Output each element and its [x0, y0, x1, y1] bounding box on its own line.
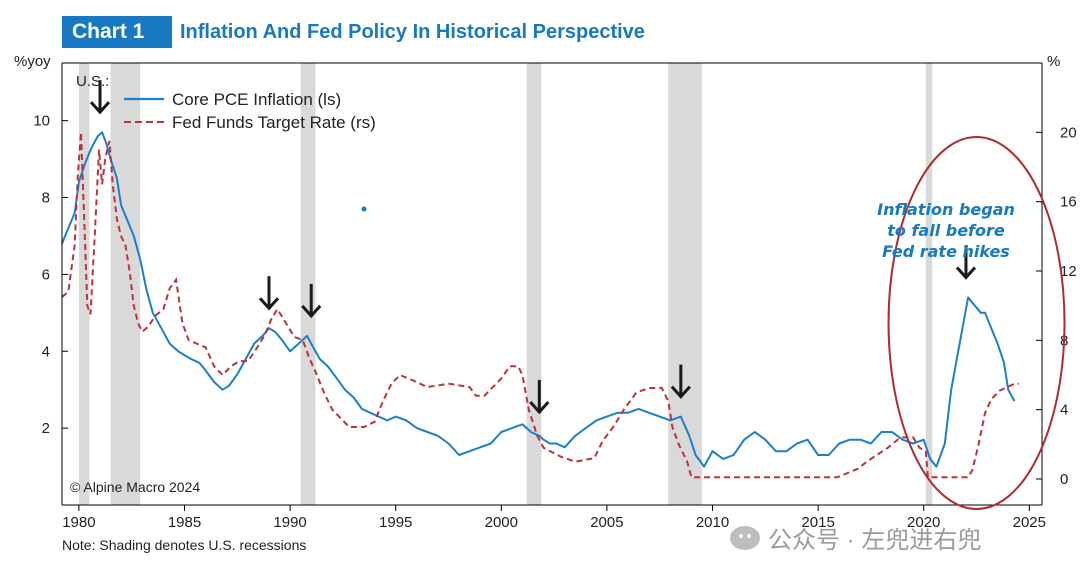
chart-header: Chart 1 Inflation And Fed Policy In Hist…: [62, 16, 645, 48]
annotation-line-3: Fed rate hikes: [882, 242, 1010, 261]
recession-band-1: [110, 63, 141, 505]
recession-band-2: [300, 63, 316, 505]
recession-band-4: [668, 63, 702, 505]
recession-band-3: [526, 63, 542, 505]
series-line-core-pce: [61, 131, 1016, 468]
x-tick-label-2020: 2020: [907, 514, 940, 531]
arrow-head-4: [670, 385, 691, 399]
recession-shading-group: [78, 63, 933, 505]
series-line-fed-funds: [61, 132, 1019, 479]
x-tick-label-1985: 1985: [168, 514, 201, 531]
copyright-label: © Alpine Macro 2024: [70, 479, 200, 495]
y-left-tick-label-10: 10: [33, 113, 50, 130]
watermark: 公众号 · 左兜进右兜: [730, 520, 981, 555]
arrow-head-5: [955, 266, 977, 280]
axes-group: 1980 1985 1990 1995 2000 2005 2010 2015 2020 2025…: [33, 62, 1077, 531]
chart-badge: Chart 1: [62, 16, 172, 48]
data-point-outlier: [361, 206, 367, 212]
series-group: [61, 131, 1019, 479]
y-right-tick-label-20: 20: [1060, 124, 1077, 141]
right-axis-unit: %: [1047, 53, 1061, 70]
x-tick-label-2025: 2025: [1013, 514, 1046, 531]
x-tick-label-2000: 2000: [485, 514, 518, 531]
recession-band-5: [925, 63, 933, 505]
arrow-head-0: [89, 101, 111, 115]
arrow-head-3: [529, 400, 550, 415]
chart-title: Inflation And Fed Policy In Historical P…: [180, 20, 645, 43]
footnote: Note: Shading denotes U.S. recessions: [62, 537, 307, 553]
region-label: U.S.:: [76, 73, 109, 90]
x-tick-label-2015: 2015: [801, 514, 834, 531]
annotation-line-1: Inflation began: [877, 200, 1015, 219]
recession-band-0: [78, 63, 90, 505]
annotation-group: [89, 80, 1066, 510]
y-left-tick-label-8: 8: [42, 190, 50, 207]
x-tick-label-2005: 2005: [590, 514, 623, 531]
y-left-tick-label-6: 6: [42, 266, 50, 283]
y-right-tick-label-4: 4: [1060, 402, 1068, 419]
y-left-tick-label-4: 4: [42, 343, 50, 360]
x-tick-label-2010: 2010: [696, 514, 729, 531]
arrow-head-1: [258, 297, 280, 311]
wechat-icon: [730, 525, 760, 550]
legend-label-fed: Fed Funds Target Rate (rs): [172, 113, 376, 132]
y-right-tick-label-12: 12: [1060, 263, 1077, 280]
highlight-ellipse: [887, 136, 1066, 510]
x-tick-label-1990: 1990: [273, 514, 306, 531]
y-right-tick-label-0: 0: [1060, 471, 1068, 488]
annotation-line-2: to fall before: [887, 221, 1005, 240]
arrow-head-2: [301, 304, 322, 319]
y-right-tick-label-16: 16: [1060, 194, 1077, 211]
left-axis-unit: %yoy: [14, 53, 51, 70]
y-left-tick-label-2: 2: [42, 420, 50, 437]
watermark-text: 公众号 · 左兜进右兜: [768, 527, 982, 554]
x-tick-label-1980: 1980: [62, 514, 95, 531]
legend-label-pce: Core PCE Inflation (ls): [172, 90, 341, 109]
x-tick-label-1995: 1995: [379, 514, 412, 531]
